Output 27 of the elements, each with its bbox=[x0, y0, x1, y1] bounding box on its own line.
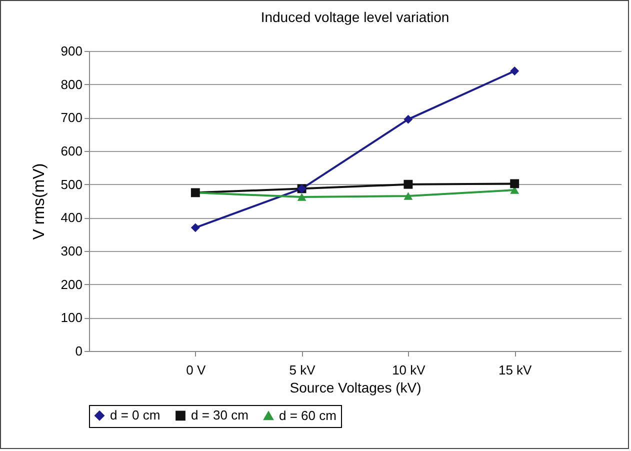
point bbox=[404, 192, 413, 200]
point bbox=[190, 223, 200, 232]
x-tick-label: 0 V bbox=[186, 362, 206, 378]
point bbox=[510, 66, 520, 76]
x-tick-label: 10 kV bbox=[392, 362, 426, 378]
y-tick-label: 700 bbox=[60, 110, 82, 126]
point bbox=[404, 180, 413, 189]
y-tick-label: 900 bbox=[60, 44, 82, 58]
y-tick-label: 400 bbox=[60, 210, 82, 226]
legend-label: d = 30 cm bbox=[191, 408, 248, 423]
y-tick-label: 300 bbox=[60, 244, 82, 258]
y-axis-title: V rms(mV) bbox=[30, 163, 48, 240]
y-tick-label: 500 bbox=[60, 176, 82, 192]
point bbox=[297, 193, 306, 201]
chart-title: Induced voltage level variation bbox=[260, 9, 450, 25]
point bbox=[510, 179, 520, 188]
point bbox=[404, 114, 413, 124]
x-tick-label: 5 kV bbox=[289, 362, 316, 378]
y-tick-label: 800 bbox=[60, 76, 82, 92]
x-axis-title: Source Voltages (kV) bbox=[290, 380, 422, 396]
legend-label: d = 0 cm bbox=[110, 408, 160, 423]
legend-label: d = 60 cm bbox=[279, 408, 336, 423]
y-tick-label: 600 bbox=[60, 144, 82, 158]
y-tick-label: 0 bbox=[75, 344, 82, 358]
y-tick-label: 100 bbox=[60, 310, 82, 326]
y-tick-label: 200 bbox=[60, 276, 82, 292]
x-tick-label: 15 kV bbox=[498, 362, 532, 378]
